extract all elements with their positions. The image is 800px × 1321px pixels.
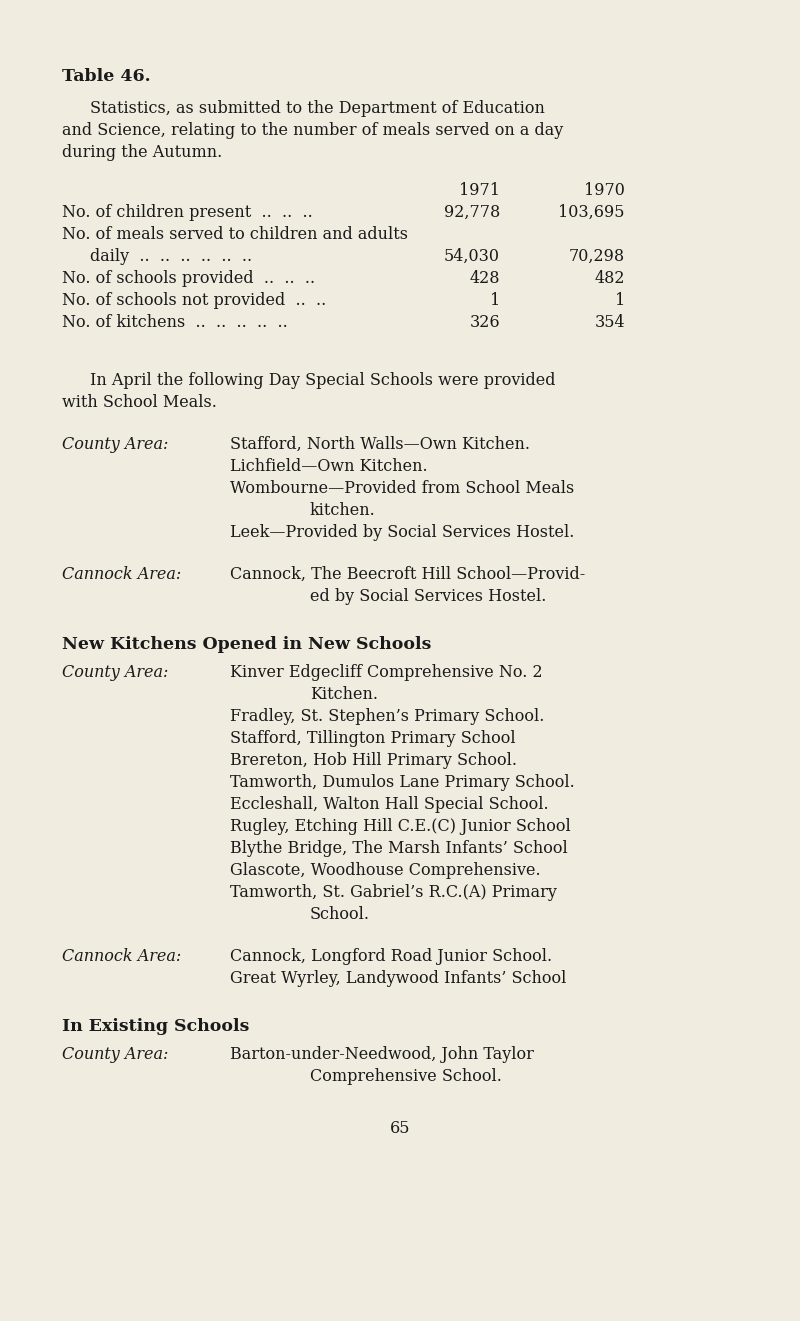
Text: Kitchen.: Kitchen. [310, 686, 378, 703]
Text: Barton-under-Needwood, John Taylor: Barton-under-Needwood, John Taylor [230, 1046, 534, 1063]
Text: Lichfield—Own Kitchen.: Lichfield—Own Kitchen. [230, 458, 428, 476]
Text: kitchen.: kitchen. [310, 502, 376, 519]
Text: Stafford, Tillington Primary School: Stafford, Tillington Primary School [230, 731, 516, 746]
Text: School.: School. [310, 906, 370, 923]
Text: and Science, relating to the number of meals served on a day: and Science, relating to the number of m… [62, 122, 563, 139]
Text: Rugley, Etching Hill C.E.(C) Junior School: Rugley, Etching Hill C.E.(C) Junior Scho… [230, 818, 570, 835]
Text: Great Wyrley, Landywood Infants’ School: Great Wyrley, Landywood Infants’ School [230, 970, 566, 987]
Text: Fradley, St. Stephen’s Primary School.: Fradley, St. Stephen’s Primary School. [230, 708, 544, 725]
Text: No. of kitchens  ..  ..  ..  ..  ..: No. of kitchens .. .. .. .. .. [62, 314, 288, 332]
Text: 326: 326 [470, 314, 500, 332]
Text: Cannock, The Beecroft Hill School—Provid-: Cannock, The Beecroft Hill School—Provid… [230, 565, 586, 583]
Text: 70,298: 70,298 [569, 248, 625, 266]
Text: Leek—Provided by Social Services Hostel.: Leek—Provided by Social Services Hostel. [230, 524, 574, 542]
Text: Kinver Edgecliff Comprehensive No. 2: Kinver Edgecliff Comprehensive No. 2 [230, 664, 542, 682]
Text: during the Autumn.: during the Autumn. [62, 144, 222, 161]
Text: with School Meals.: with School Meals. [62, 394, 217, 411]
Text: No. of schools not provided  ..  ..: No. of schools not provided .. .. [62, 292, 326, 309]
Text: Cannock Area:: Cannock Area: [62, 565, 182, 583]
Text: Brereton, Hob Hill Primary School.: Brereton, Hob Hill Primary School. [230, 752, 517, 769]
Text: 428: 428 [470, 269, 500, 287]
Text: No. of schools provided  ..  ..  ..: No. of schools provided .. .. .. [62, 269, 315, 287]
Text: County Area:: County Area: [62, 664, 168, 682]
Text: 1: 1 [490, 292, 500, 309]
Text: No. of meals served to children and adults: No. of meals served to children and adul… [62, 226, 408, 243]
Text: Cannock, Longford Road Junior School.: Cannock, Longford Road Junior School. [230, 948, 552, 966]
Text: Stafford, North Walls—Own Kitchen.: Stafford, North Walls—Own Kitchen. [230, 436, 530, 453]
Text: 92,778: 92,778 [444, 203, 500, 221]
Text: County Area:: County Area: [62, 436, 168, 453]
Text: daily  ..  ..  ..  ..  ..  ..: daily .. .. .. .. .. .. [90, 248, 252, 266]
Text: County Area:: County Area: [62, 1046, 168, 1063]
Text: 1971: 1971 [459, 182, 500, 199]
Text: Eccleshall, Walton Hall Special School.: Eccleshall, Walton Hall Special School. [230, 797, 549, 812]
Text: No. of children present  ..  ..  ..: No. of children present .. .. .. [62, 203, 313, 221]
Text: In April the following Day Special Schools were provided: In April the following Day Special Schoo… [90, 373, 555, 388]
Text: Comprehensive School.: Comprehensive School. [310, 1067, 502, 1085]
Text: Statistics, as submitted to the Department of Education: Statistics, as submitted to the Departme… [90, 100, 545, 118]
Text: ed by Social Services Hostel.: ed by Social Services Hostel. [310, 588, 546, 605]
Text: 482: 482 [594, 269, 625, 287]
Text: Cannock Area:: Cannock Area: [62, 948, 182, 966]
Text: 1970: 1970 [584, 182, 625, 199]
Text: Tamworth, Dumulos Lane Primary School.: Tamworth, Dumulos Lane Primary School. [230, 774, 574, 791]
Text: Glascote, Woodhouse Comprehensive.: Glascote, Woodhouse Comprehensive. [230, 863, 541, 878]
Text: 65: 65 [390, 1120, 410, 1137]
Text: 103,695: 103,695 [558, 203, 625, 221]
Text: Wombourne—Provided from School Meals: Wombourne—Provided from School Meals [230, 480, 574, 497]
Text: Blythe Bridge, The Marsh Infants’ School: Blythe Bridge, The Marsh Infants’ School [230, 840, 568, 857]
Text: New Kitchens Opened in New Schools: New Kitchens Opened in New Schools [62, 635, 431, 653]
Text: 354: 354 [594, 314, 625, 332]
Text: 54,030: 54,030 [444, 248, 500, 266]
Text: Tamworth, St. Gabriel’s R.C.(A) Primary: Tamworth, St. Gabriel’s R.C.(A) Primary [230, 884, 557, 901]
Text: In Existing Schools: In Existing Schools [62, 1018, 250, 1034]
Text: 1: 1 [614, 292, 625, 309]
Text: Table 46.: Table 46. [62, 67, 150, 85]
